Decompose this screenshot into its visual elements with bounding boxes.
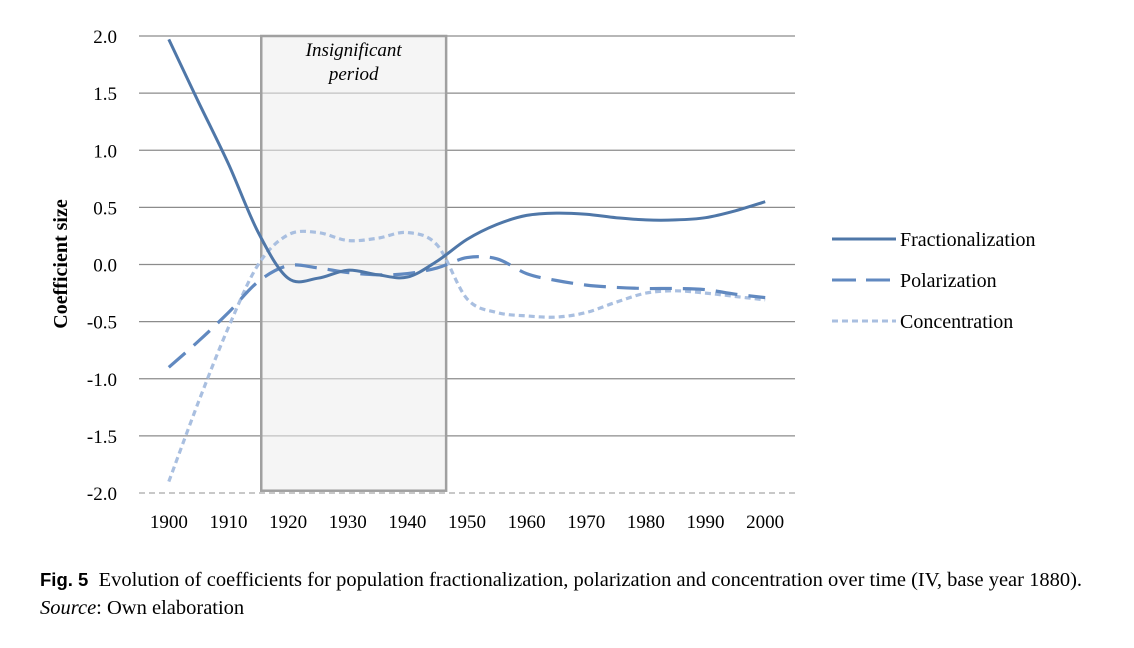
- y-tick-label: 2.0: [93, 27, 117, 48]
- series-lines: [167, 38, 766, 483]
- caption-text: Evolution of coefficients for population…: [98, 569, 1083, 591]
- caption-fig-label: Fig. 5: [40, 569, 89, 590]
- series-line-fractionalization: [167, 38, 766, 284]
- y-tick-label: 1.0: [93, 141, 117, 162]
- series-line-concentration: [167, 229, 766, 483]
- caption-source-text: : Own elaboration: [96, 597, 245, 619]
- x-axis-ticks: 1900 1910 1920 1930 1940 1950 1960 1970 1980 1990…: [150, 512, 784, 533]
- y-tick-label: -1.5: [87, 427, 117, 448]
- y-axis-ticks: 2.0 1.5 1.0 0.5 0.0 -0.5 -1.0 -1.5 -2.0: [87, 27, 117, 505]
- x-tick-label: 2000: [746, 512, 784, 533]
- period-label: period: [327, 64, 379, 85]
- x-tick-label: 1930: [329, 512, 367, 533]
- x-tick-label: 1900: [150, 512, 188, 533]
- y-tick-label: 0.5: [93, 198, 117, 219]
- x-tick-label: 1990: [687, 512, 725, 533]
- x-tick-label: 1970: [567, 512, 605, 533]
- figure-caption: Fig. 5 Evolution of coefficients for pop…: [40, 566, 1100, 622]
- line-chart: Insignificant period 2.0 1.5 1.0 0.5 0.0 -0.5 -…: [50, 27, 1036, 533]
- x-tick-label: 1910: [209, 512, 247, 533]
- legend: Fractionalization Polarization Concentrati…: [832, 229, 1036, 333]
- y-tick-label: 1.5: [93, 84, 117, 105]
- y-tick-label: 0.0: [93, 256, 117, 277]
- insignificant-period-box: Insignificant period: [260, 34, 448, 492]
- legend-label: Concentration: [900, 311, 1013, 333]
- series-line-polarization: [167, 255, 766, 369]
- gridlines: [139, 35, 795, 494]
- y-tick-label: -0.5: [87, 313, 117, 334]
- legend-label: Polarization: [900, 270, 997, 292]
- y-tick-label: -1.0: [87, 370, 117, 391]
- x-tick-label: 1980: [627, 512, 665, 533]
- x-tick-label: 1940: [388, 512, 426, 533]
- period-rect: [260, 34, 448, 492]
- x-tick-label: 1950: [448, 512, 486, 533]
- y-tick-label: -2.0: [87, 484, 117, 505]
- caption-source-label: Source: [40, 597, 97, 619]
- period-label: Insignificant: [305, 40, 403, 61]
- legend-label: Fractionalization: [900, 229, 1036, 251]
- x-tick-label: 1920: [269, 512, 307, 533]
- x-tick-label: 1960: [508, 512, 546, 533]
- y-axis-label: Coefficient size: [50, 199, 72, 329]
